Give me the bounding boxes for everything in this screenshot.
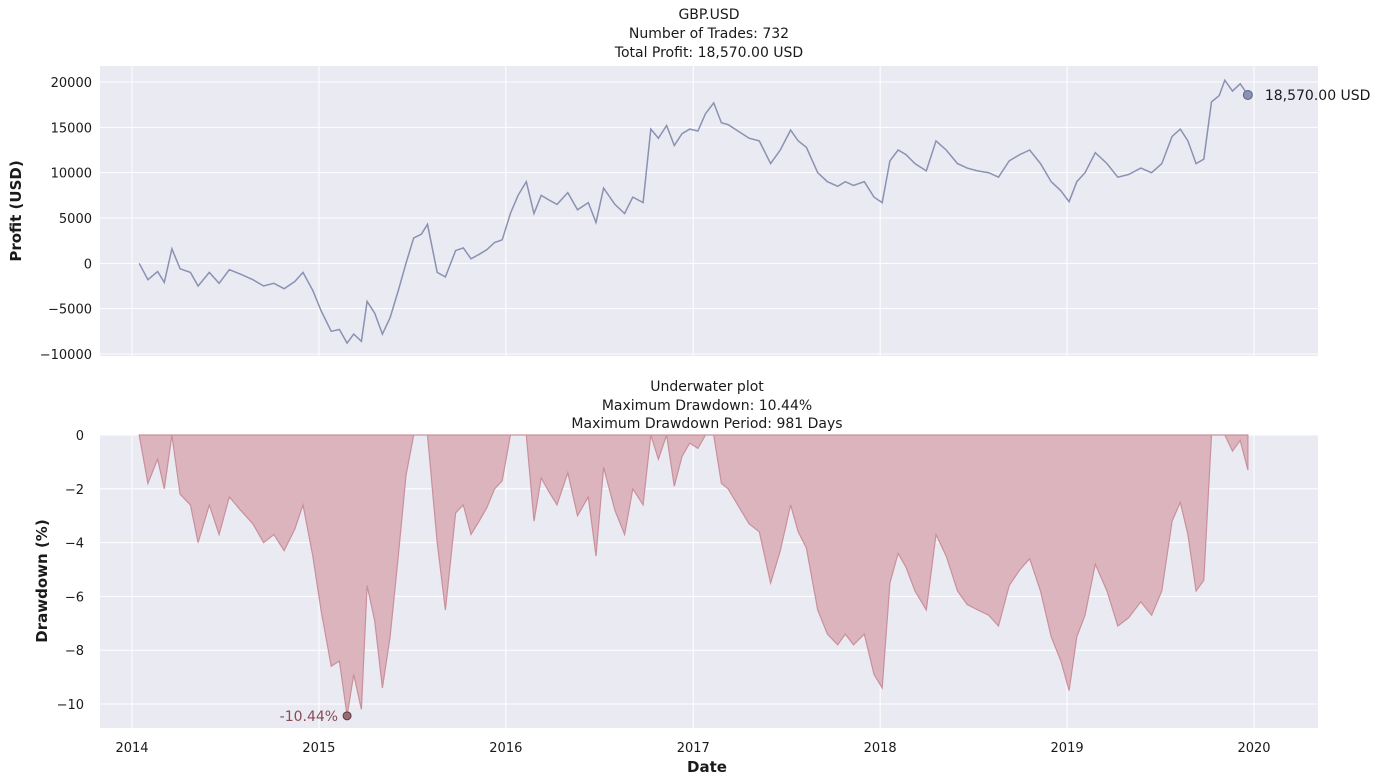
drawdown-area [138, 434, 1249, 716]
profit-y-axis-label: Profit (USD) [7, 160, 25, 261]
y-tick-label: 0 [84, 257, 92, 272]
max-drawdown-annotation: -10.44% [280, 709, 338, 725]
profit-grid [100, 66, 1318, 356]
profit-line [138, 78, 1249, 345]
profit-y-ticks: −10000 −5000 0 5000 10000 15000 20000 [40, 76, 92, 363]
x-tick-label: 2019 [1051, 741, 1084, 756]
y-tick-label: −4 [65, 537, 84, 552]
y-tick-label: −5000 [48, 303, 92, 318]
x-tick-label: 2016 [489, 741, 522, 756]
profit-title-line-2: Number of Trades: 732 [629, 26, 789, 42]
max-drawdown-marker [342, 711, 352, 721]
drawdown-title-line-1: Underwater plot [650, 379, 764, 395]
total-profit-annotation: 18,570.00 USD [1265, 88, 1371, 104]
y-tick-label: 15000 [51, 121, 92, 136]
date-x-axis-label: Date [687, 758, 727, 776]
y-tick-label: 5000 [59, 212, 92, 227]
y-tick-label: 0 [76, 429, 84, 444]
drawdown-title-line-2: Maximum Drawdown: 10.44% [602, 398, 812, 414]
profit-plot-area [100, 66, 1318, 356]
x-tick-label: 2017 [677, 741, 710, 756]
profit-title-line-3: Total Profit: 18,570.00 USD [614, 45, 803, 61]
drawdown-panel: −10 −8 −6 −4 −2 0 2014 2015 2016 2017 2018 2019 202… [33, 379, 1318, 776]
drawdown-y-axis-label: Drawdown (%) [33, 519, 51, 642]
y-tick-label: −10000 [40, 348, 92, 363]
x-tick-label: 2014 [115, 741, 148, 756]
y-tick-label: 20000 [51, 76, 92, 91]
profit-panel: −10000 −5000 0 5000 10000 15000 20000 18,570.0… [7, 7, 1370, 363]
drawdown-y-ticks: −10 −8 −6 −4 −2 0 [57, 429, 84, 713]
y-tick-label: −6 [65, 590, 84, 605]
date-x-ticks: 2014 2015 2016 2017 2018 2019 2020 [115, 741, 1270, 756]
drawdown-title-line-3: Maximum Drawdown Period: 981 Days [571, 416, 842, 432]
y-tick-label: −2 [65, 483, 84, 498]
profit-title-line-1: GBP.USD [678, 7, 739, 23]
x-tick-label: 2020 [1237, 741, 1270, 756]
y-tick-label: −8 [65, 644, 84, 659]
y-tick-label: 10000 [51, 167, 92, 182]
total-profit-marker [1242, 89, 1253, 100]
x-tick-label: 2018 [864, 741, 897, 756]
x-tick-label: 2015 [302, 741, 335, 756]
y-tick-label: −10 [57, 698, 84, 713]
